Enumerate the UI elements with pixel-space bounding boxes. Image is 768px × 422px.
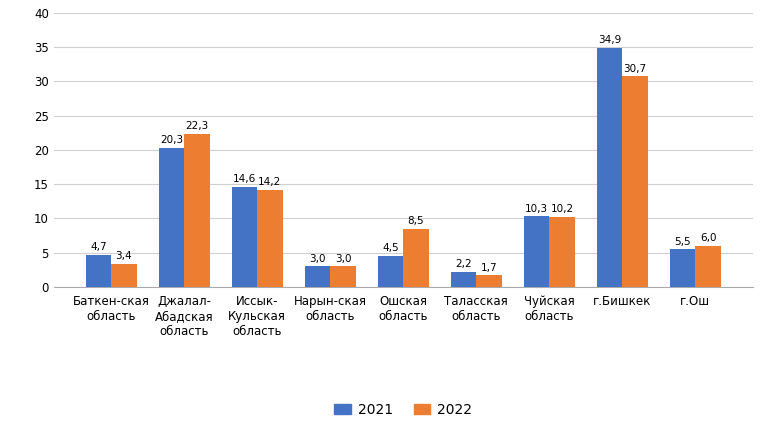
Bar xyxy=(597,48,622,287)
Text: 34,9: 34,9 xyxy=(598,35,621,45)
Bar xyxy=(524,216,549,287)
Bar xyxy=(232,187,257,287)
Legend: 2021, 2022: 2021, 2022 xyxy=(329,398,478,422)
Bar xyxy=(476,275,502,287)
Bar xyxy=(330,266,356,287)
Text: 20,3: 20,3 xyxy=(160,135,183,145)
Text: 2,2: 2,2 xyxy=(455,259,472,269)
Bar xyxy=(111,264,137,287)
Text: 3,0: 3,0 xyxy=(335,254,351,264)
Text: 14,2: 14,2 xyxy=(258,177,282,187)
Bar xyxy=(378,256,403,287)
Text: 3,0: 3,0 xyxy=(310,254,326,264)
Text: 22,3: 22,3 xyxy=(185,121,209,131)
Text: 14,6: 14,6 xyxy=(233,174,256,184)
Bar xyxy=(549,217,574,287)
Text: 10,2: 10,2 xyxy=(551,204,574,214)
Text: 30,7: 30,7 xyxy=(624,64,647,74)
Bar xyxy=(184,134,210,287)
Bar xyxy=(257,189,283,287)
Bar xyxy=(622,76,648,287)
Text: 4,7: 4,7 xyxy=(90,242,107,252)
Text: 4,5: 4,5 xyxy=(382,243,399,253)
Bar xyxy=(305,266,330,287)
Bar xyxy=(158,148,184,287)
Text: 6,0: 6,0 xyxy=(700,233,717,243)
Bar xyxy=(85,255,111,287)
Bar xyxy=(451,272,476,287)
Text: 1,7: 1,7 xyxy=(481,262,498,273)
Bar xyxy=(403,229,429,287)
Text: 3,4: 3,4 xyxy=(115,251,132,261)
Text: 10,3: 10,3 xyxy=(525,203,548,214)
Bar xyxy=(670,249,695,287)
Text: 5,5: 5,5 xyxy=(674,236,691,246)
Text: 8,5: 8,5 xyxy=(408,216,424,226)
Bar xyxy=(695,246,721,287)
